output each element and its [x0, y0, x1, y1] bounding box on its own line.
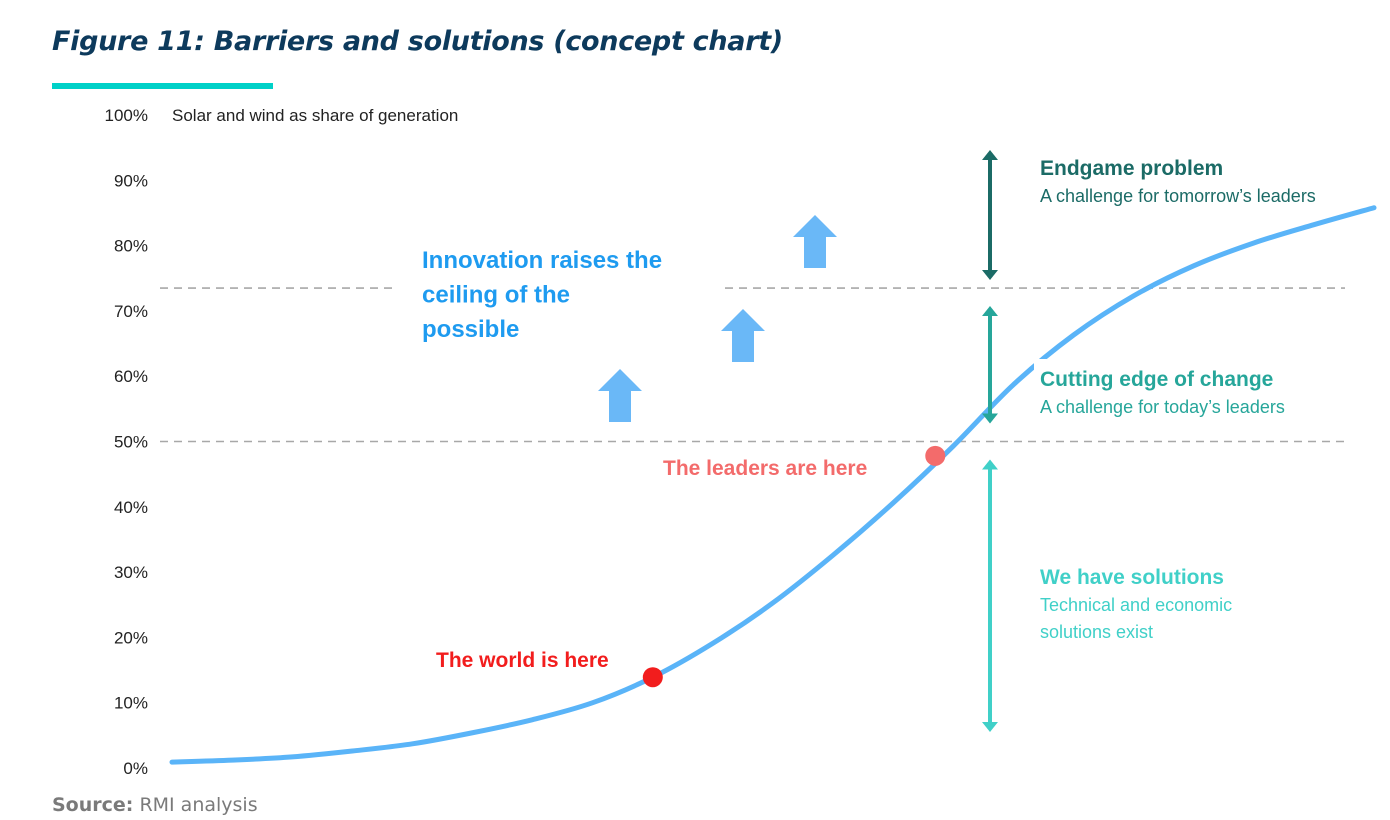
up-arrow-icon [721, 309, 765, 362]
zone-title: Endgame problem [1040, 157, 1223, 180]
y-tick-label: 40% [114, 498, 148, 517]
zone-subtitle: solutions exist [1040, 622, 1153, 642]
zone-subtitle: Technical and economic [1040, 595, 1232, 615]
innovation-text: possible [422, 316, 519, 343]
figure-title: Figure 11: Barriers and solutions (conce… [52, 26, 783, 57]
zone-title: We have solutions [1040, 566, 1224, 589]
position-marker [642, 667, 663, 688]
innovation-text: ceiling of the [422, 282, 570, 309]
y-tick-label: 60% [114, 367, 148, 386]
source-note: Source: RMI analysis [52, 794, 258, 816]
zone-subtitle: A challenge for tomorrow’s leaders [1040, 186, 1316, 206]
y-axis-ticks: 0% 10% 20% 30% 40% 50% 60% 70% 80% 90% 100% [105, 106, 148, 778]
label-background [1034, 148, 1379, 205]
position-markers: The world is here The leaders are here [436, 445, 946, 688]
innovation-arrows [598, 215, 837, 422]
up-arrow-icon [598, 369, 642, 422]
marker-label: The leaders are here [663, 457, 867, 480]
source-label: Source: [52, 794, 134, 816]
y-tick-label: 0% [123, 759, 148, 778]
source-text: RMI analysis [139, 794, 258, 816]
innovation-label: Innovation raises the ceiling of the possi… [422, 247, 662, 343]
threshold-lines [160, 287, 1345, 443]
arrowhead-up-icon [982, 150, 998, 160]
y-tick-label: 20% [114, 628, 148, 647]
arrowhead-up-icon [982, 459, 998, 470]
y-tick-label: 80% [114, 237, 148, 256]
zone-annotations: Endgame problem A challenge for tomorrow’… [982, 148, 1379, 732]
title-underline [52, 83, 273, 89]
arrowhead-down-icon [982, 270, 998, 281]
label-background [1034, 557, 1379, 641]
arrowhead-up-icon [982, 306, 998, 317]
marker-label: The world is here [436, 649, 609, 672]
innovation-text: Innovation raises the [422, 247, 662, 274]
arrowhead-down-icon [982, 722, 998, 732]
arrowhead-down-icon [982, 413, 998, 424]
y-tick-label: 70% [114, 302, 148, 321]
y-tick-label: 90% [114, 171, 148, 190]
up-arrow-icon [793, 215, 837, 268]
adoption-curve [169, 205, 1377, 765]
y-tick-label: 50% [114, 433, 148, 452]
y-axis-label: Solar and wind as share of generation [172, 106, 458, 125]
y-tick-label: 10% [114, 694, 148, 713]
label-background [1034, 359, 1379, 416]
zone-subtitle: A challenge for today’s leaders [1040, 397, 1285, 417]
y-tick-label: 30% [114, 563, 148, 582]
y-tick-label: 100% [105, 106, 148, 125]
zone-title: Cutting edge of change [1040, 368, 1273, 391]
position-marker [925, 445, 946, 466]
